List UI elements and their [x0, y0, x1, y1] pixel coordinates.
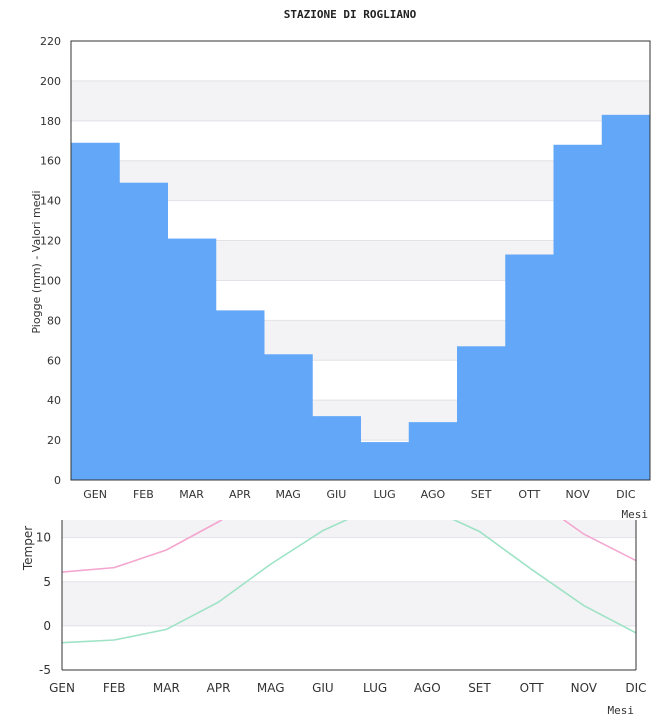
temperature-y-tick-label: -5	[39, 663, 51, 677]
rainfall-x-tick-label: NOV	[566, 488, 591, 501]
rainfall-x-tick-label: AGO	[421, 488, 446, 501]
rainfall-bar-giu	[312, 416, 361, 480]
rainfall-bar-mag	[264, 354, 313, 480]
temperature-lines	[62, 520, 636, 644]
temperature-grid	[62, 520, 636, 671]
rainfall-y-tick-label: 60	[47, 354, 61, 367]
rainfall-y-tick-label: 220	[40, 35, 61, 48]
temperature-series-line-2	[62, 520, 636, 644]
rainfall-x-tick-label: MAG	[275, 488, 300, 501]
rainfall-x-tick-label: GIU	[326, 488, 346, 501]
rainfall-x-axis-label: Mesi	[622, 508, 649, 521]
temperature-grid-band	[62, 581, 636, 626]
temperature-grid-band	[62, 520, 636, 538]
rainfall-bar-lug	[360, 442, 410, 480]
rainfall-y-tick-label: 40	[47, 394, 61, 407]
temperature-x-tick-label: AGO	[414, 681, 441, 695]
temperature-x-tick-label: LUG	[363, 681, 387, 695]
rainfall-x-tick-label: FEB	[133, 488, 154, 501]
rainfall-x-tick-label: SET	[471, 488, 492, 501]
temperature-x-tick-label: GEN	[49, 681, 75, 695]
rainfall-y-tick-label: 160	[40, 155, 61, 168]
temperature-x-tick-labels: GEN FEB MAR APR MAG GIU LUG AGO SET OTT NOV DIC	[49, 681, 647, 695]
temperature-grid-band	[62, 625, 636, 670]
rainfall-bar-set	[457, 346, 506, 480]
rainfall-bar-feb	[119, 182, 168, 480]
rainfall-y-tick-label: 180	[40, 115, 61, 128]
temperature-x-tick-label: MAG	[257, 681, 285, 695]
rainfall-x-tick-label: MAR	[179, 488, 204, 501]
rainfall-bar-dic	[601, 114, 651, 480]
rainfall-x-tick-labels: GEN FEB MAR APR MAG GIU LUG AGO SET OTT NOV DIC	[83, 488, 636, 501]
temperature-y-tick-labels: -5 0 5 10	[36, 531, 51, 677]
temperature-x-tick-label: APR	[207, 681, 231, 695]
temperature-x-axis-label: Mesi	[608, 704, 635, 717]
rainfall-y-tick-label: 120	[40, 235, 61, 248]
rainfall-y-tick-label: 0	[54, 474, 61, 487]
temperature-chart: -5 0 5 10 GEN FEB MAR APR MAG GIU LUG AGO SET OTT NOV…	[21, 520, 647, 717]
rainfall-bars	[71, 114, 651, 480]
temperature-y-tick-label: 0	[43, 619, 51, 633]
temperature-grid-band	[62, 537, 636, 582]
rainfall-y-tick-label: 80	[47, 314, 61, 327]
rainfall-y-tick-labels: 0 20 40 60 80 100 120 140 160 180 200 220	[40, 35, 61, 487]
rainfall-y-tick-label: 200	[40, 75, 61, 88]
rainfall-grid-band	[71, 80, 650, 121]
temperature-y-axis-label: Temper	[21, 526, 35, 571]
temperature-x-tick-label: NOV	[571, 681, 598, 695]
temperature-x-tick-label: SET	[468, 681, 491, 695]
rainfall-y-tick-label: 20	[47, 434, 61, 447]
temperature-y-tick-label: 10	[36, 531, 51, 545]
rainfall-x-tick-label: OTT	[518, 488, 540, 501]
temperature-x-tick-label: DIC	[625, 681, 646, 695]
chart-title: STAZIONE DI ROGLIANO	[284, 8, 417, 21]
rainfall-bar-apr	[215, 310, 265, 480]
temperature-series-line-1	[62, 520, 636, 573]
rainfall-x-tick-label: DIC	[616, 488, 636, 501]
rainfall-bar-ott	[505, 254, 554, 480]
rainfall-y-tick-label: 140	[40, 195, 61, 208]
rainfall-chart: STAZIONE DI ROGLIANO 0 20 40 60 80 100 120 140 1…	[30, 8, 651, 521]
temperature-x-tick-label: FEB	[103, 681, 126, 695]
rainfall-bar-ago	[408, 422, 458, 480]
rainfall-x-tick-label: APR	[229, 488, 251, 501]
rainfall-bar-mar	[167, 238, 217, 480]
temperature-x-tick-label: GIU	[312, 681, 334, 695]
rainfall-y-axis-label: Piogge (mm) - Valori medi	[30, 190, 43, 333]
rainfall-bar-gen	[71, 142, 120, 480]
temperature-y-tick-label: 5	[43, 575, 51, 589]
rainfall-bar-nov	[553, 144, 603, 480]
rainfall-y-tick-label: 100	[40, 274, 61, 287]
temperature-x-tick-label: MAR	[153, 681, 180, 695]
rainfall-x-tick-label: LUG	[374, 488, 396, 501]
rainfall-x-tick-label: GEN	[83, 488, 107, 501]
temperature-x-tick-label: OTT	[520, 681, 545, 695]
rainfall-plot-frame	[70, 40, 651, 481]
